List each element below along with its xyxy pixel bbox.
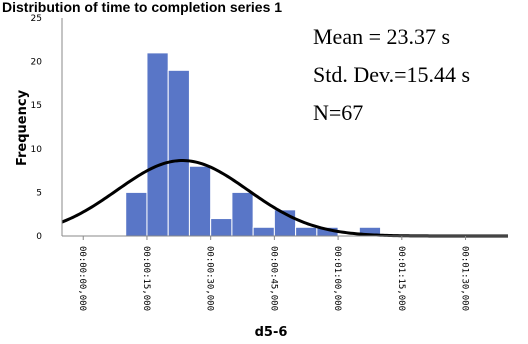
bar-6 [252,226,275,237]
bar-3 [188,165,212,237]
bar-2 [167,69,190,237]
y-tick-label-5: 5 [36,188,42,198]
x-tick-label-6: 00:01:30,000 [460,246,470,311]
sd-stat: Std. Dev.=15.44 s [313,62,470,87]
bar-4 [210,218,233,237]
y-tick-label-10: 10 [31,145,43,155]
bars-group [125,52,382,237]
y-axis-label: Frequency [15,89,30,166]
x-axis-label: d5-6 [255,325,288,340]
bar-5 [231,191,254,237]
y-tick-label-15: 15 [31,101,42,111]
x-tick-label-0: 00:00:00,000 [77,246,87,311]
x-tick-label-1: 00:00:15,000 [141,246,151,311]
chart-title: Distribution of time to completion serie… [2,0,282,15]
n-stat: N=67 [313,100,363,125]
y-tick-label-20: 20 [31,58,43,68]
bar-1 [146,52,169,237]
x-tick-label-4: 00:01:00,000 [332,246,342,311]
x-axis: 00:00:00,000 00:00:15,000 00:00:30,000 00:0… [77,236,470,311]
bar-0 [125,191,148,237]
x-tick-label-2: 00:00:30,000 [205,246,215,311]
x-tick-label-3: 00:00:45,000 [268,246,278,311]
y-tick-label-25: 25 [31,14,42,24]
x-tick-label-5: 00:01:15,000 [396,246,406,311]
y-tick-label-0: 0 [36,232,42,242]
mean-stat: Mean = 23.37 s [313,24,450,49]
y-axis: 0 5 10 15 20 25 [31,14,43,242]
bar-8 [295,226,318,237]
